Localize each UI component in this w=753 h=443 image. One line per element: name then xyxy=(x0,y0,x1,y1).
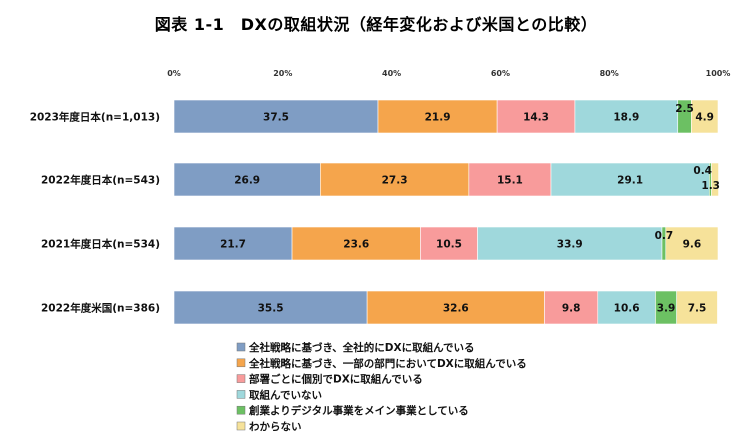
data-label: 10.5 xyxy=(436,239,462,251)
bar-segment xyxy=(173,99,379,134)
data-label: 4.9 xyxy=(695,112,714,124)
x-tick-label: 80% xyxy=(600,69,619,78)
data-label: 2.5 xyxy=(675,103,694,115)
legend-label: 部署ごとに個別でDXに取組んでいる xyxy=(249,373,423,386)
bar-segment xyxy=(291,226,421,261)
legend-label: 創業よりデジタル事業をメイン事業としている xyxy=(248,404,469,417)
data-label: 7.5 xyxy=(688,303,707,315)
data-label: 0.4 xyxy=(693,165,712,177)
data-label: 10.6 xyxy=(614,303,640,315)
data-label: 37.5 xyxy=(263,112,289,124)
legend-label: わからない xyxy=(249,421,302,433)
bar-segment xyxy=(173,226,293,261)
bar-segment xyxy=(420,226,478,261)
bar-segment xyxy=(377,99,498,134)
bar-segment xyxy=(544,290,599,325)
bar-segment xyxy=(173,162,321,197)
legend-swatch xyxy=(236,421,246,431)
x-tick-label: 0% xyxy=(167,69,181,78)
legend-label: 全社戦略に基づき、一部の部門においてDXに取組んでいる xyxy=(248,357,527,370)
x-tick-label: 20% xyxy=(273,69,292,78)
legend-label: 全社戦略に基づき、全社的にDXに取組んでいる xyxy=(248,341,475,354)
data-label: 1.3 xyxy=(701,180,720,192)
bar-segment xyxy=(468,162,552,197)
category-label: 2023年度日本(n=1,013) xyxy=(30,111,160,124)
bar-segment xyxy=(676,290,718,325)
data-label: 29.1 xyxy=(617,175,643,187)
legend-swatch xyxy=(236,405,246,415)
legend-swatch xyxy=(236,358,246,368)
data-label: 23.6 xyxy=(343,239,369,251)
data-label: 15.1 xyxy=(497,175,523,187)
legend: 全社戦略に基づき、全社的にDXに取組んでいる全社戦略に基づき、一部の部門において… xyxy=(236,341,527,433)
data-label: 3.9 xyxy=(657,303,676,315)
x-tick-label: 100% xyxy=(706,69,731,78)
category-label: 2022年度米国(n=386) xyxy=(41,302,160,315)
data-label: 21.7 xyxy=(220,239,246,251)
x-tick-label: 40% xyxy=(382,69,401,78)
legend-swatch xyxy=(236,374,246,383)
data-label: 14.3 xyxy=(523,112,549,124)
bar-segment xyxy=(550,162,710,197)
data-label: 9.6 xyxy=(683,239,702,251)
bar-segment xyxy=(173,290,368,325)
category-label: 2022年度日本(n=543) xyxy=(41,174,160,187)
bar-segment xyxy=(691,99,719,134)
bars: 2023年度日本(n=1,013) 37.5 21.9 14.3 18.9 2.54.9 2… xyxy=(30,99,720,325)
data-label: 21.9 xyxy=(425,112,451,124)
data-label: 32.6 xyxy=(443,303,469,315)
data-label: 27.3 xyxy=(382,175,408,187)
data-label: 35.5 xyxy=(258,303,284,315)
chart-title: 図表 1-1 DXの取組状況（経年変化および米国との比較） xyxy=(155,15,597,34)
data-label: 33.9 xyxy=(557,239,583,251)
bar-segment xyxy=(366,290,545,325)
bar-segment xyxy=(711,162,719,197)
data-label: 9.8 xyxy=(562,303,581,315)
bar-segment xyxy=(477,226,663,261)
x-tick-label: 60% xyxy=(491,69,510,78)
data-label: 18.9 xyxy=(613,112,639,124)
bar-segment xyxy=(665,226,719,261)
legend-swatch xyxy=(236,390,246,399)
bar-segment xyxy=(574,99,679,134)
bar-segment xyxy=(496,99,576,134)
data-label: 0.7 xyxy=(655,230,674,242)
data-label: 26.9 xyxy=(234,175,260,187)
category-label: 2021年度日本(n=534) xyxy=(41,238,160,251)
x-axis-ticks: 0% 20% 40% 60% 80% 100% xyxy=(167,69,730,78)
bar-segment xyxy=(320,162,470,197)
bar-segment xyxy=(597,290,656,325)
legend-label: 取組んでいない xyxy=(249,388,322,401)
legend-swatch xyxy=(236,342,246,352)
